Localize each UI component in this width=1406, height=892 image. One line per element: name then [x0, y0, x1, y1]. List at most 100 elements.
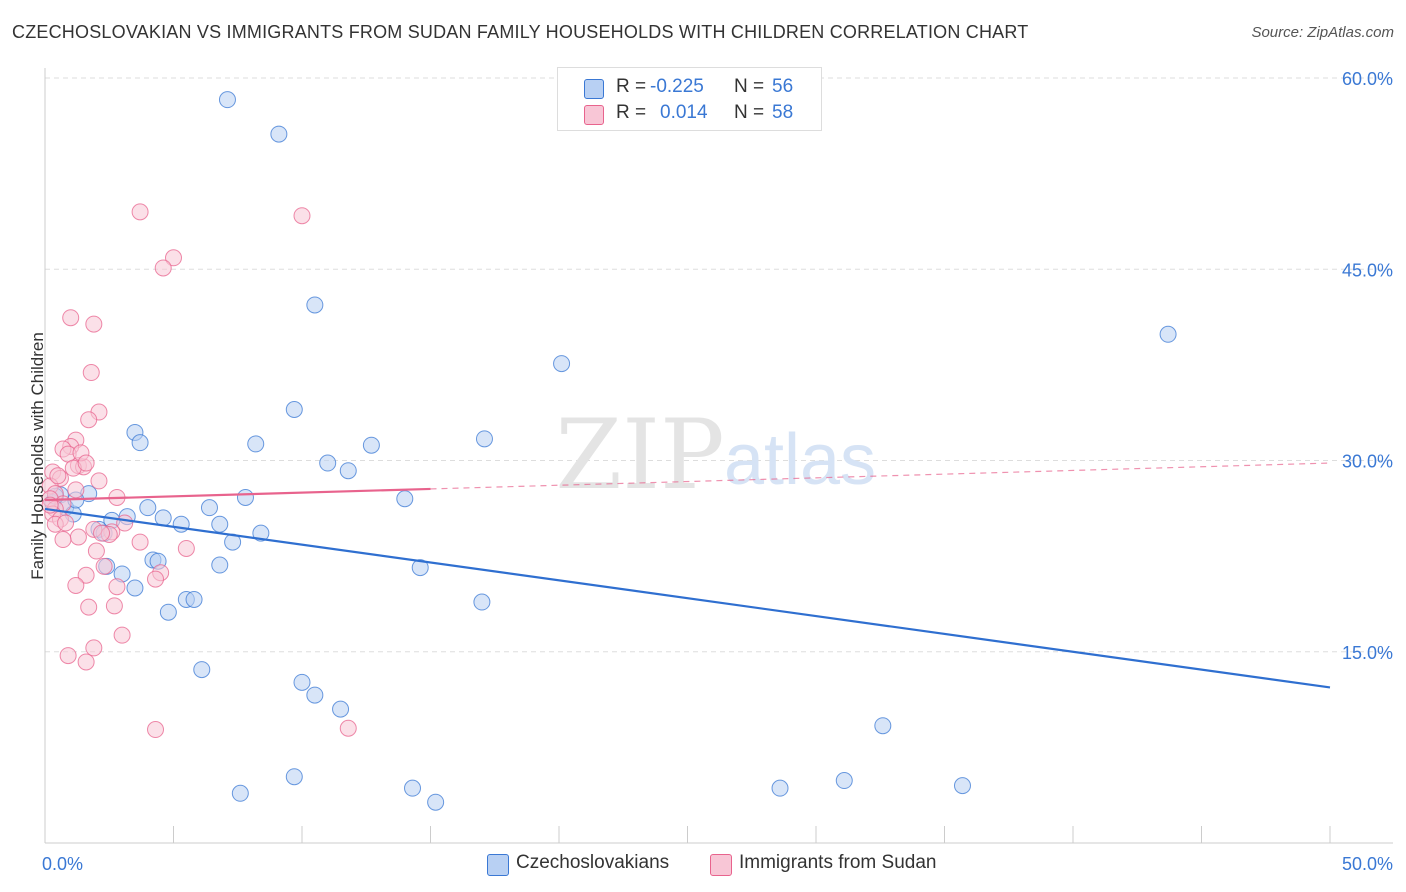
sudan-point [293, 207, 311, 225]
czech-point [306, 296, 324, 314]
czech-point [247, 435, 265, 453]
source-label: Source: ZipAtlas.com [1251, 24, 1394, 41]
sudan-point [67, 576, 85, 594]
legend-n-value: 58 [772, 102, 794, 123]
sudan-point [85, 315, 103, 333]
sudan-point [77, 566, 95, 584]
sudan-point [93, 524, 111, 542]
czech-point [211, 556, 229, 574]
chart-title: CZECHOSLOVAKIAN VS IMMIGRANTS FROM SUDAN… [12, 22, 1029, 42]
czech-point [293, 673, 311, 691]
czech-point [285, 768, 303, 786]
czech-point [231, 784, 249, 802]
czech-point [396, 490, 414, 508]
sudan-point [77, 653, 95, 671]
sudan-point [80, 411, 98, 429]
points-layer [41, 91, 1177, 811]
czech-point [270, 125, 288, 143]
legend-r-value: -0.225 [650, 76, 704, 97]
y-tick-label: 45.0% [1342, 260, 1393, 280]
legend-r-label: R = [616, 76, 647, 97]
czech-point [131, 434, 149, 452]
legend-n-label: N = [734, 76, 765, 97]
legend-n-value: 56 [772, 76, 794, 97]
czech-point [473, 593, 491, 611]
czech-point [953, 777, 971, 795]
czech-point [874, 717, 892, 735]
watermark-zip: ZIP [555, 399, 724, 511]
sudan-point [95, 557, 113, 575]
czech-point [193, 661, 211, 679]
czech-point [339, 462, 357, 480]
legend-n-label: N = [734, 102, 765, 123]
bottom-legend-swatch-czech [487, 854, 509, 876]
bottom-legend-label-sudan: Immigrants from Sudan [739, 852, 937, 873]
trend-layer [44, 462, 1331, 689]
sudan-point [147, 570, 165, 588]
czech-point [236, 488, 254, 506]
czech-point [1159, 325, 1177, 343]
czech-point [427, 793, 445, 811]
bottom-legend-swatch-sudan [710, 854, 732, 876]
axis-layer [44, 68, 1393, 844]
sudan-point [113, 626, 131, 644]
sudan-point [59, 647, 77, 665]
czech-point [362, 436, 380, 454]
sudan-trend-line-dashed [430, 462, 1331, 490]
czech-point [553, 355, 571, 373]
czech-point [154, 509, 172, 527]
sudan-point [339, 719, 357, 737]
czech-point [139, 499, 157, 517]
czech-point [411, 559, 429, 577]
czech-point [218, 91, 236, 109]
sudan-point [77, 454, 95, 472]
sudan-point [80, 598, 98, 616]
sudan-point [105, 597, 123, 615]
sudan-point [54, 531, 72, 549]
correlation-legend: R = -0.225 N = 56 R = 0.014 N = 58 [557, 67, 822, 131]
y-tick-label: 15.0% [1342, 643, 1393, 663]
czech-point [159, 603, 177, 621]
czech-point [306, 686, 324, 704]
y-tick-label: 60.0% [1342, 69, 1393, 89]
czech-point [200, 499, 218, 517]
czech-trend-line [44, 507, 1331, 689]
sudan-point [131, 203, 149, 221]
x-tick-label: 50.0% [1342, 854, 1393, 874]
sudan-point [62, 309, 80, 327]
watermark-atlas: atlas [724, 420, 876, 500]
legend-swatch-czech [584, 79, 604, 99]
sudan-point [57, 514, 75, 532]
legend-swatch-sudan [584, 105, 604, 125]
sudan-point [90, 472, 108, 490]
czech-point [126, 579, 144, 597]
czech-point [835, 772, 853, 790]
sudan-point [165, 249, 182, 267]
sudan-point [69, 528, 87, 546]
bottom-legend-label-czech: Czechoslovakians [516, 852, 670, 873]
czech-point [252, 524, 270, 542]
legend-r-value: 0.014 [660, 102, 708, 123]
sudan-point [67, 481, 85, 499]
sudan-point [147, 721, 165, 739]
czech-point [771, 779, 789, 797]
legend-r-label: R = [616, 102, 647, 123]
czech-point [404, 779, 422, 797]
y-axis-label: Family Households with Children [28, 332, 47, 580]
sudan-trend-line-solid [44, 487, 431, 502]
czech-point [285, 401, 303, 418]
y-tick-label: 30.0% [1342, 452, 1393, 472]
czech-point [172, 515, 190, 533]
sudan-point [131, 533, 149, 551]
czech-point [185, 590, 203, 608]
czech-point [332, 700, 350, 718]
czech-point [319, 454, 337, 472]
sudan-point [82, 364, 100, 382]
tick-label-layer: 15.0% 30.0% 45.0% 60.0% 0.0% 50.0% [42, 69, 1393, 874]
grid-layer [45, 77, 1393, 653]
sudan-point [49, 467, 67, 485]
x-tick-label: 0.0% [42, 854, 83, 874]
czech-point [211, 515, 229, 533]
sudan-point [154, 259, 172, 277]
